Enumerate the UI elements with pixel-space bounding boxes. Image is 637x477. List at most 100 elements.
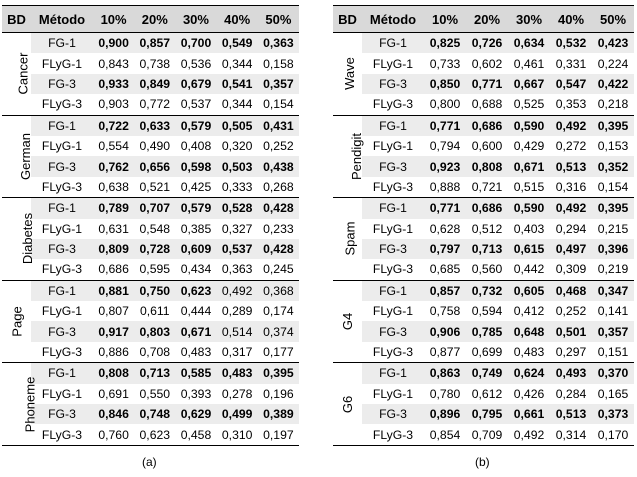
value-cell: 0,661 — [508, 404, 550, 425]
value-cell: 0,771 — [424, 197, 466, 219]
caption-b: (b) — [475, 455, 490, 469]
table-row: FLyG-3 0,886 0,708 0,483 0,317 0,177 — [2, 341, 299, 364]
method-cell: FG-3 — [362, 404, 424, 425]
value-cell: 0,795 — [466, 404, 508, 425]
method-cell: FG-3 — [31, 73, 93, 95]
value-cell: 0,434 — [175, 259, 217, 281]
value-cell: 0,857 — [134, 32, 176, 54]
table-row: Phoneme FG-1 0,808 0,713 0,585 0,483 0,395 — [2, 362, 299, 446]
value-cell: 0,170 — [592, 424, 634, 446]
table-row: G4 FG-1 0,857 0,732 0,605 0,468 0,347 — [333, 279, 634, 364]
value-cell: 0,490 — [139, 139, 171, 154]
value-cell: 0,344 — [216, 94, 258, 116]
value-cell: 0,560 — [466, 259, 508, 281]
value-cell: 0,579 — [175, 114, 217, 136]
value-cell: 0,549 — [216, 32, 258, 54]
value-cell: 0,317 — [216, 341, 258, 364]
value-cell: 0,762 — [93, 156, 135, 177]
value-cell: 0,423 — [592, 32, 634, 54]
header-cell: 30% — [175, 5, 217, 33]
table-row: Pendigit FG-1 0,771 0,686 0,590 0,492 0,395 — [333, 114, 634, 199]
table-row: FLyG-1 0,733 0,602 0,461 0,331 0,224 — [333, 53, 634, 73]
value-cell: 0,713 — [466, 238, 508, 260]
value-cell: 0,353 — [550, 94, 592, 116]
table-row: FLyG-3 0,903 0,772 0,537 0,344 0,154 — [2, 94, 299, 116]
value-cell: 0,532 — [550, 32, 592, 54]
table-row: FLyG-1 0,794 0,600 0,429 0,272 0,153 — [333, 136, 634, 156]
table-row: FLyG-1 0,628 0,512 0,403 0,294 0,215 — [333, 219, 634, 239]
value-cell: 0,605 — [508, 279, 550, 302]
value-cell: 0,638 — [93, 176, 135, 199]
value-cell: 0,442 — [508, 259, 550, 281]
value-cell: 0,272 — [555, 139, 587, 154]
table-row: Cancer FG-1 0,900 0,857 0,700 0,549 0,363 — [2, 32, 299, 116]
value-cell: 0,648 — [508, 321, 550, 342]
value-cell: 0,547 — [550, 73, 592, 95]
value-cell: 0,528 — [216, 197, 258, 219]
value-cell: 0,429 — [513, 139, 545, 154]
value-cell: 0,917 — [93, 321, 135, 342]
table-row: German FG-1 0,722 0,633 0,579 0,505 0,431 — [2, 114, 299, 199]
dataset-label: Pendigit — [333, 114, 364, 199]
table-row: FLyG-1 0,631 0,548 0,385 0,327 0,233 — [2, 219, 299, 239]
value-cell: 0,492 — [550, 114, 592, 136]
value-cell: 0,333 — [216, 176, 258, 199]
value-cell: 0,707 — [134, 197, 176, 219]
value-cell: 0,536 — [180, 56, 212, 71]
table-body: Cancer FG-1 0,900 0,857 0,700 0,549 0,363 FLyG-… — [2, 32, 299, 446]
value-cell: 0,497 — [550, 238, 592, 260]
table-row: FLyG-3 0,685 0,560 0,442 0,309 0,219 — [333, 259, 634, 281]
value-cell: 0,357 — [592, 321, 634, 342]
value-cell: 0,888 — [424, 176, 466, 199]
value-cell: 0,141 — [597, 304, 629, 319]
value-cell: 0,374 — [257, 321, 299, 342]
table-row: Spam FG-1 0,771 0,686 0,590 0,492 0,395 — [333, 197, 634, 281]
table-row: FG-3 0,850 0,771 0,667 0,547 0,422 — [333, 73, 634, 95]
dataset-label: Cancer — [2, 32, 31, 116]
table-row: FLyG-3 0,686 0,595 0,434 0,363 0,245 — [2, 259, 299, 281]
value-cell: 0,196 — [263, 386, 294, 401]
value-cell: 0,733 — [429, 56, 461, 71]
table-row: Diabetes FG-1 0,789 0,707 0,579 0,528 0,428 — [2, 197, 299, 281]
method-cell: FLyG-1 — [41, 304, 83, 319]
header-row: BD Método 10% 20% 30% 40% 50% — [333, 5, 634, 33]
table-row: FG-3 0,797 0,713 0,615 0,497 0,396 — [333, 238, 634, 260]
value-cell: 0,385 — [180, 221, 212, 236]
value-cell: 0,825 — [424, 32, 466, 54]
value-cell: 0,503 — [216, 156, 258, 177]
value-cell: 0,492 — [508, 424, 550, 446]
value-cell: 0,483 — [216, 362, 258, 384]
value-cell: 0,633 — [134, 114, 176, 136]
value-cell: 0,600 — [471, 139, 503, 154]
table-body: Wave FG-1 0,825 0,726 0,634 0,532 0,423 FLyG-1 0… — [333, 32, 634, 446]
dataset-name: Wave — [341, 57, 357, 91]
value-cell: 0,728 — [134, 238, 176, 260]
value-cell: 0,602 — [471, 56, 503, 71]
table-row: FLyG-3 0,854 0,709 0,492 0,314 0,170 — [333, 424, 634, 446]
dataset-label: Wave — [333, 32, 362, 116]
table-row: FLyG-1 0,691 0,550 0,393 0,278 0,196 — [2, 384, 299, 404]
value-cell: 0,771 — [466, 73, 508, 95]
method-cell: FG-1 — [31, 279, 93, 302]
method-cell: FG-1 — [362, 362, 424, 384]
value-cell: 0,426 — [513, 386, 545, 401]
dataset-name: Diabetes — [20, 213, 36, 265]
value-cell: 0,512 — [471, 221, 503, 236]
method-cell: FG-3 — [31, 321, 93, 342]
value-cell: 0,738 — [139, 56, 171, 71]
value-cell: 0,846 — [93, 404, 135, 425]
value-cell: 0,461 — [513, 56, 545, 71]
value-cell: 0,800 — [424, 94, 466, 116]
value-cell: 0,525 — [508, 94, 550, 116]
value-cell: 0,363 — [216, 259, 258, 281]
value-cell: 0,428 — [257, 238, 299, 260]
value-cell: 0,363 — [257, 32, 299, 54]
method-cell: FLyG-1 — [41, 56, 83, 71]
table-row: FG-3 0,933 0,849 0,679 0,541 0,357 — [2, 73, 299, 95]
value-cell: 0,218 — [592, 94, 634, 116]
value-cell: 0,347 — [592, 279, 634, 302]
value-cell: 0,611 — [139, 304, 170, 319]
value-cell: 0,289 — [221, 304, 253, 319]
value-cell: 0,933 — [93, 73, 135, 95]
value-cell: 0,686 — [466, 197, 508, 219]
